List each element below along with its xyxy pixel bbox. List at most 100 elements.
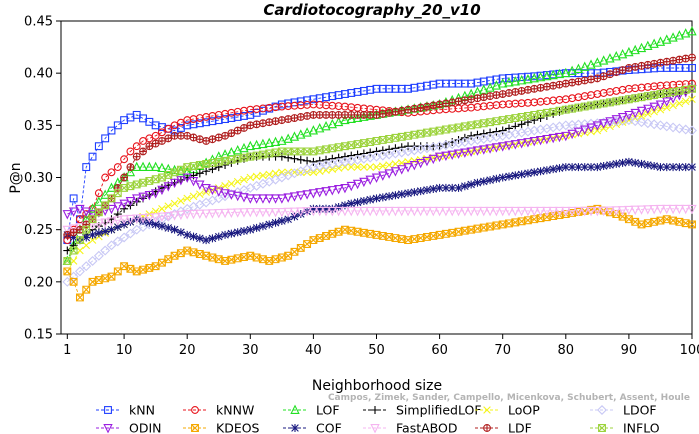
data-point: [240, 175, 248, 184]
data-point: [441, 99, 450, 108]
data-point: [226, 208, 237, 218]
data-point: [359, 206, 369, 217]
data-point: [542, 134, 552, 145]
data-point: [62, 210, 72, 220]
data-point: [265, 170, 274, 179]
data-point: [245, 140, 255, 151]
data-point: [94, 276, 103, 285]
data-point: [656, 216, 665, 225]
data-point: [195, 209, 205, 220]
legend-item-ldf: LDF: [475, 421, 532, 434]
data-point: [76, 246, 84, 255]
data-point: [157, 162, 167, 173]
data-point: [592, 57, 603, 67]
data-point: [397, 159, 406, 167]
data-point: [467, 121, 476, 130]
data-point: [555, 80, 564, 89]
data-point: [163, 182, 173, 192]
data-point: [265, 118, 274, 127]
data-point: [69, 233, 78, 242]
data-point: [460, 226, 469, 235]
legend-marker: [483, 406, 491, 414]
data-point: [107, 225, 116, 234]
data-point: [637, 159, 646, 168]
data-point: [75, 236, 84, 245]
series-line-loop: [66, 98, 693, 272]
data-point: [183, 194, 191, 203]
data-point: [385, 134, 394, 143]
data-point: [529, 72, 539, 83]
data-point: [170, 168, 179, 177]
data-point: [106, 204, 117, 215]
data-point: [662, 89, 671, 97]
data-point: [498, 220, 507, 229]
data-point: [611, 206, 621, 216]
data-point: [245, 194, 255, 204]
data-point: [365, 175, 375, 186]
data-point: [511, 114, 520, 122]
data-point: [220, 189, 230, 199]
data-point: [87, 255, 98, 266]
x-tick-label: 80: [558, 343, 575, 358]
data-point: [505, 89, 513, 97]
data-point: [473, 130, 482, 139]
data-point: [492, 127, 501, 136]
data-point: [379, 162, 387, 170]
data-point: [485, 206, 495, 217]
data-point: [138, 192, 148, 203]
data-point: [598, 119, 609, 129]
data-point: [573, 63, 584, 73]
data-point: [448, 98, 457, 107]
data-point: [360, 163, 368, 171]
data-point: [549, 165, 558, 174]
data-point: [612, 159, 621, 168]
data-point: [453, 149, 464, 159]
x-tick-label: 70: [494, 343, 511, 358]
data-point: [144, 190, 155, 201]
data-point: [617, 113, 628, 123]
data-point: [372, 163, 381, 171]
data-point: [246, 173, 255, 182]
data-point: [233, 154, 242, 163]
data-point: [82, 163, 91, 172]
data-point: [630, 44, 640, 55]
data-point: [251, 194, 262, 204]
data-point: [366, 163, 374, 171]
data-point: [277, 116, 286, 124]
data-point: [277, 194, 287, 204]
data-point: [106, 240, 117, 251]
data-point: [605, 206, 615, 216]
data-point: [139, 147, 147, 156]
data-point: [410, 188, 419, 197]
data-point: [227, 179, 236, 188]
data-point: [366, 195, 375, 204]
data-point: [669, 56, 678, 65]
data-point: [240, 253, 248, 262]
data-point: [428, 154, 438, 165]
data-point: [302, 127, 312, 137]
data-point: [580, 102, 589, 111]
data-point: [505, 115, 513, 124]
data-point: [258, 194, 268, 204]
data-point: [63, 257, 72, 265]
data-point: [467, 131, 476, 140]
data-point: [555, 106, 564, 115]
data-point: [226, 190, 237, 200]
data-point: [74, 266, 85, 277]
data-point: [598, 55, 609, 65]
data-point: [113, 163, 122, 172]
data-point: [656, 163, 665, 172]
data-point: [460, 96, 469, 105]
data-point: [164, 124, 173, 133]
data-point: [473, 94, 482, 103]
legend-label: LDF: [508, 421, 532, 434]
data-point: [624, 157, 633, 166]
legend-item-loop: LoOP: [475, 403, 540, 418]
data-point: [75, 293, 84, 302]
legend-marker: [104, 406, 112, 414]
data-point: [271, 169, 280, 178]
data-point: [390, 167, 401, 177]
data-point: [258, 119, 267, 128]
data-point: [290, 247, 299, 256]
data-point: [69, 246, 78, 255]
